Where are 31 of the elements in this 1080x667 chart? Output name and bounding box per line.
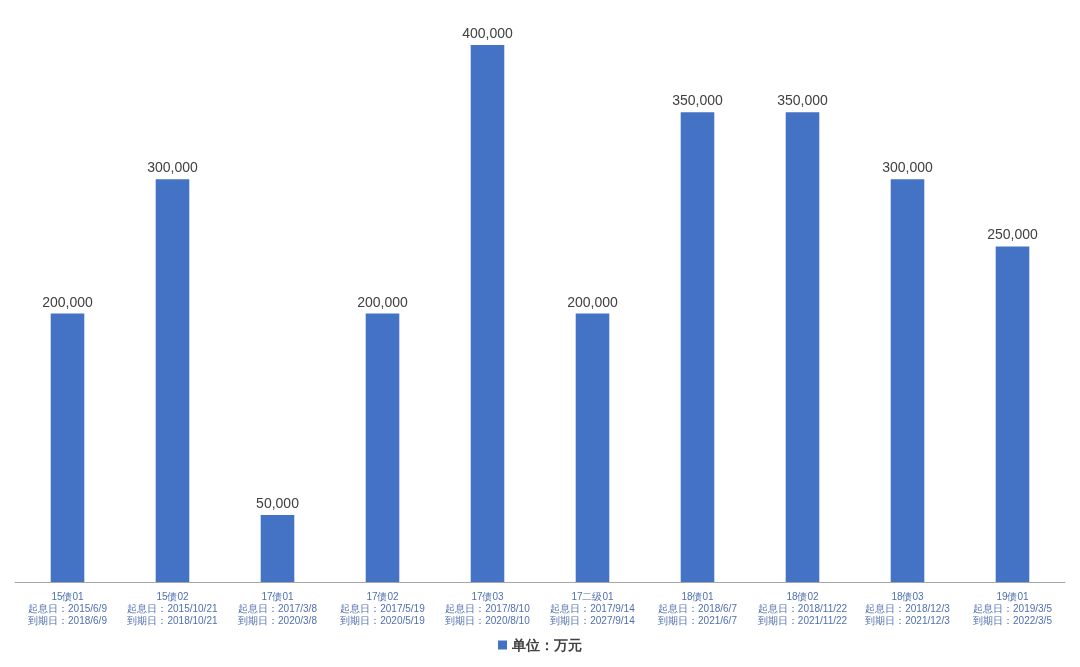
x-tick-label: 17债01 起息日：2017/3/8 到期日：2020/3/8: [238, 590, 318, 626]
x-tick-label: 15债02 起息日：2015/10/21 到期日：2018/10/21: [127, 590, 218, 626]
x-tick-label: 17债03 起息日：2017/8/10 到期日：2020/8/10: [445, 590, 531, 626]
x-tick-label: 15债01 起息日：2015/6/9 到期日：2018/6/9: [28, 590, 108, 626]
data-label: 200,000: [42, 293, 94, 310]
data-label: 400,000: [462, 25, 514, 41]
x-tick-label: 18债01 起息日：2018/6/7 到期日：2021/6/7: [658, 590, 738, 626]
bar: [575, 313, 610, 582]
x-tick-label: 18债03 起息日：2018/12/3 到期日：2021/12/3: [865, 590, 951, 626]
data-label: 200,000: [357, 293, 409, 310]
bar: [470, 45, 505, 582]
data-label: 200,000: [567, 293, 619, 310]
legend-label: 单位：万元: [511, 637, 582, 653]
bar: [890, 179, 925, 582]
bar: [260, 514, 295, 582]
x-tick-label: 18债02 起息日：2018/11/22 到期日：2021/11/22: [757, 590, 848, 626]
bar: [995, 246, 1030, 582]
bar: [785, 112, 820, 582]
bar: [50, 313, 85, 582]
data-label: 300,000: [147, 159, 199, 176]
data-label: 300,000: [882, 159, 934, 176]
data-label: 250,000: [987, 226, 1039, 243]
x-tick-label: 17二级01 起息日：2017/9/14 到期日：2027/9/14: [550, 590, 636, 626]
data-label: 350,000: [672, 92, 724, 109]
bar: [680, 112, 715, 582]
bar: [155, 179, 190, 582]
data-label: 350,000: [777, 92, 829, 109]
bar: [365, 313, 400, 582]
data-label: 50,000: [256, 494, 300, 511]
x-tick-label: 17债02 起息日：2017/5/19 到期日：2020/5/19: [340, 590, 426, 626]
x-tick-label: 19债01 起息日：2019/3/5 到期日：2022/3/5: [973, 590, 1053, 626]
